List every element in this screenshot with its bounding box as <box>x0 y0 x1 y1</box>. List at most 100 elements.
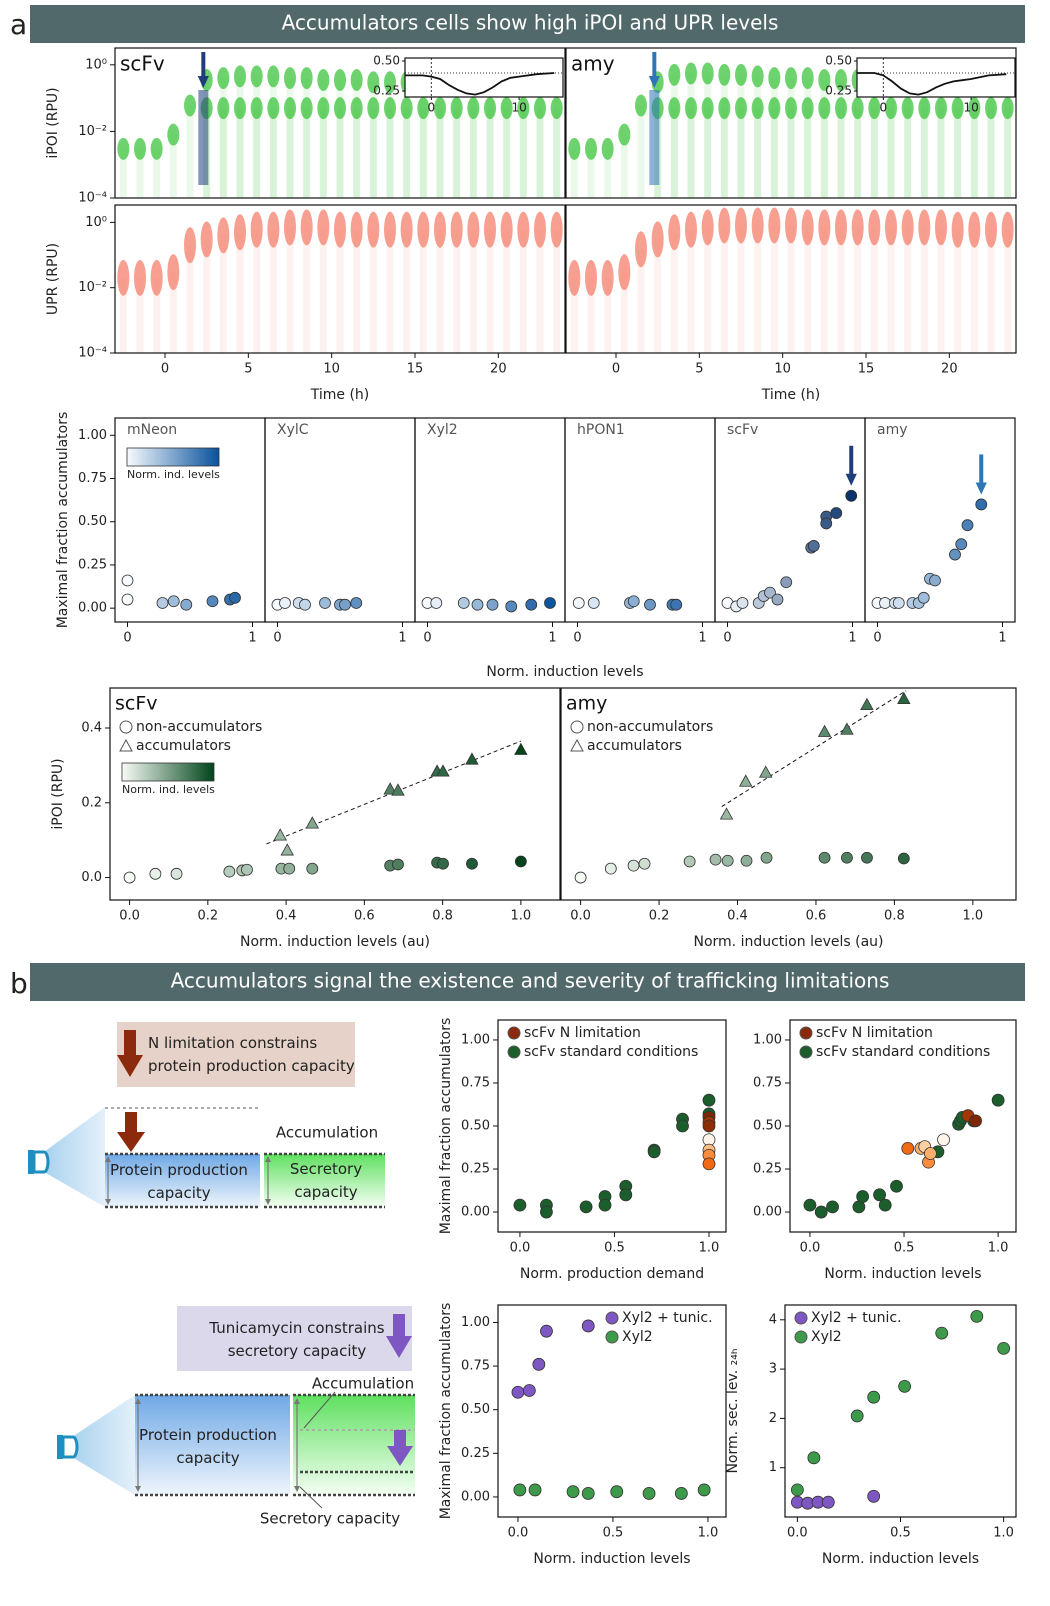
point <box>683 855 696 868</box>
strip-tail <box>1004 82 1012 198</box>
legend-label: Xyl2 + tunic. <box>622 1310 713 1326</box>
point <box>807 1451 821 1465</box>
x-tick-label: 1.0 <box>511 909 532 924</box>
strip-tail <box>453 229 461 353</box>
plot-frame <box>864 417 1016 623</box>
point <box>206 595 219 608</box>
strip-tail <box>704 227 712 353</box>
chart-title: scFv <box>115 693 158 715</box>
strip-tail <box>136 277 144 353</box>
accumulation-label: Accumulation <box>276 1124 378 1142</box>
strip-density <box>901 97 914 120</box>
x-tick-label: 0 <box>873 631 881 646</box>
x-tick-label: 1.0 <box>988 1241 1009 1256</box>
point <box>514 855 527 868</box>
strip-tail <box>704 108 712 198</box>
plot-frame <box>564 417 716 623</box>
point <box>528 1483 542 1497</box>
triangle-point <box>840 722 854 735</box>
point <box>610 1485 624 1499</box>
y-tick-label: 0.00 <box>78 601 107 616</box>
point <box>525 598 538 611</box>
y-axis-label: Norm. sec. lev. ₂₄ₕ <box>725 1348 741 1473</box>
x-tick-label: 0.0 <box>570 909 591 924</box>
strip-tail <box>604 277 612 353</box>
point <box>587 597 600 609</box>
legend-label: scFv N limitation <box>524 1025 641 1041</box>
strip-tail <box>587 148 595 198</box>
strip-tail <box>453 108 461 198</box>
point <box>457 597 470 609</box>
strip-density <box>951 97 964 120</box>
point <box>771 593 784 606</box>
x-tick-label: 0 <box>880 101 888 115</box>
y-tick-label: 0.25 <box>461 1162 490 1177</box>
strip-density <box>434 97 446 120</box>
strip-tail <box>319 227 327 353</box>
strip-density <box>334 68 346 91</box>
strip-tail <box>119 148 127 198</box>
strip-density <box>801 209 814 246</box>
strip-tail <box>236 76 244 198</box>
strip-tail <box>970 229 978 353</box>
range-arrow-head <box>265 1199 271 1205</box>
point <box>170 867 183 880</box>
colorbar <box>126 447 220 467</box>
x-tick-label: 1 <box>698 631 706 646</box>
legend-marker <box>570 738 584 752</box>
banner-title: Accumulators signal the existence and se… <box>171 969 890 993</box>
strip-density <box>585 259 597 296</box>
strip-tail <box>637 105 645 198</box>
strip-tail <box>169 134 177 198</box>
strip-density <box>384 71 396 94</box>
lamp <box>32 1150 50 1174</box>
y-tick-label: 0.50 <box>753 1119 782 1134</box>
strip-tail <box>720 74 728 198</box>
strip-tail <box>954 82 962 198</box>
strip-tail <box>186 245 194 353</box>
strip-tail <box>203 239 211 353</box>
strip-tail <box>887 227 895 353</box>
point <box>997 1341 1011 1355</box>
x-tick-label: 0.2 <box>649 909 670 924</box>
strip-density <box>751 65 764 88</box>
strip-density <box>300 67 313 90</box>
y-tick-label: 0.0 <box>81 870 102 885</box>
strip-tail <box>970 108 978 198</box>
point <box>740 854 753 867</box>
strip-tail <box>754 225 762 353</box>
strip-tail <box>253 108 261 198</box>
plot-frame <box>109 687 561 901</box>
point <box>486 598 499 611</box>
strip-tail <box>419 82 427 198</box>
strip-tail <box>136 148 144 198</box>
arrow <box>125 1112 137 1134</box>
y-tick-label: 1.00 <box>461 1315 490 1330</box>
strip-density <box>234 214 246 251</box>
x-tick-label: 20 <box>941 362 958 377</box>
pointer <box>299 1486 323 1509</box>
y-axis-label: Maximal fraction accumulators <box>55 412 71 629</box>
range-arrow-head <box>265 1156 271 1162</box>
highlight-column <box>649 90 660 185</box>
x-axis-label: Norm. induction levels (au) <box>240 934 430 950</box>
legend-label: scFv standard conditions <box>524 1044 698 1060</box>
triangle-point <box>759 765 773 778</box>
production-label-line: capacity <box>147 1184 210 1202</box>
strip-tail <box>386 82 394 198</box>
strip-tail <box>353 229 361 353</box>
y-tick-label: 0.00 <box>461 1489 490 1504</box>
strip-tail <box>469 84 477 198</box>
strip-tail <box>269 108 277 198</box>
point <box>279 597 291 609</box>
triangle-point <box>817 724 832 737</box>
strip-tail <box>870 82 878 198</box>
strip-tail <box>269 229 277 353</box>
strip-density <box>317 68 330 91</box>
y-tick-label: 0.4 <box>81 721 102 736</box>
banner <box>30 963 1025 1001</box>
strip-tail <box>720 225 728 353</box>
strip-tail <box>469 229 477 353</box>
y-tick-label: 2 <box>769 1411 777 1426</box>
y-tick-label: 10⁻² <box>78 280 107 295</box>
